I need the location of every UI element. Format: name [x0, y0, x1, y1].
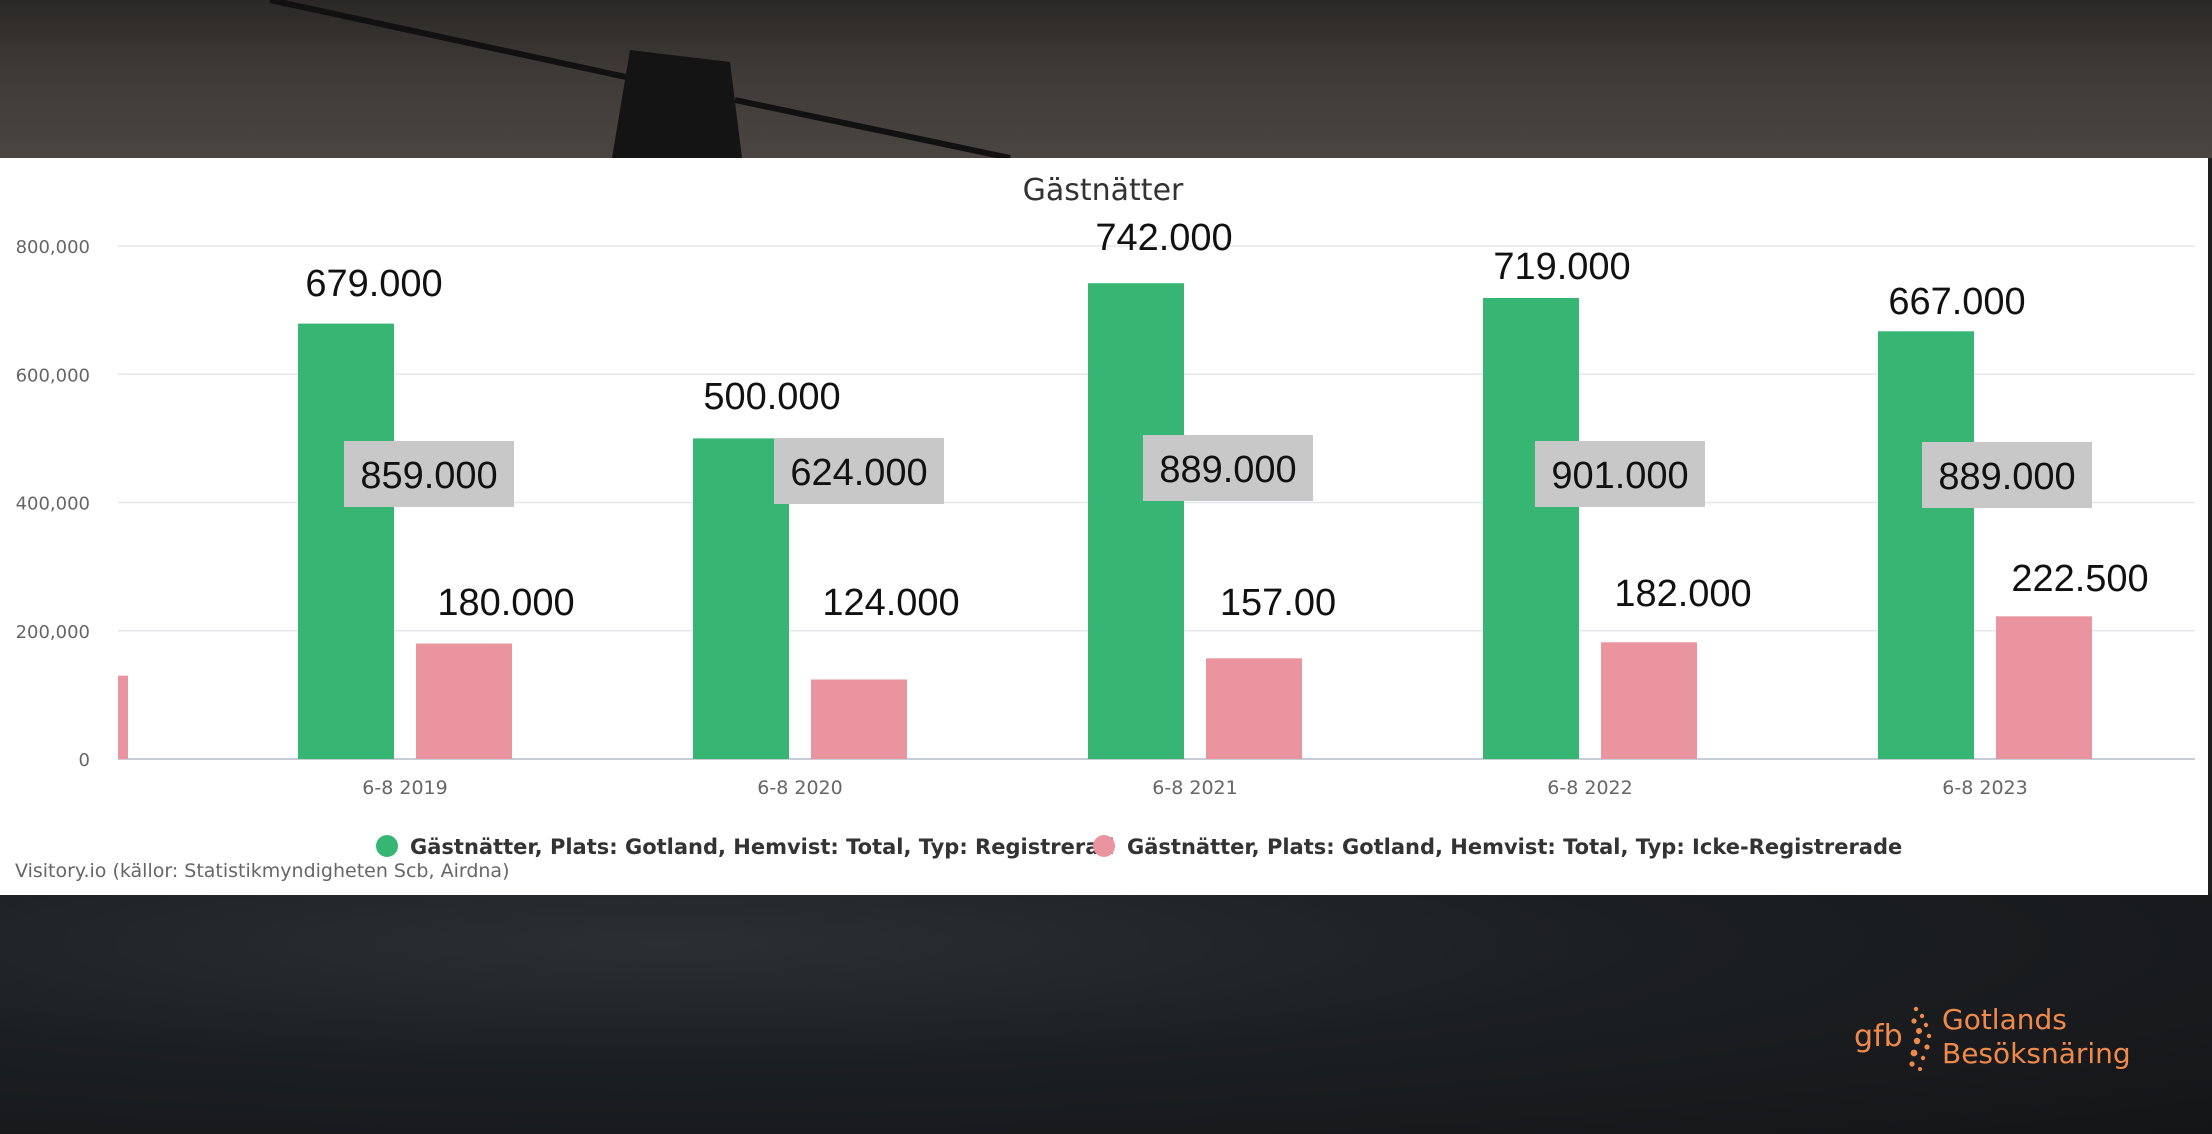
data-label-registrerad: 667.000	[1888, 281, 2025, 323]
bar-icke-registrerade	[1206, 658, 1302, 759]
data-labels: 679.000 500.000 742.000 719.000 667.000 180.0…	[305, 217, 2148, 624]
chart-panel: Gästnätter 0 200,000 400,000 600,000 800,000…	[0, 158, 2208, 895]
legend-label: Gästnätter, Plats: Gotland, Hemvist: Tot…	[410, 835, 1114, 859]
total-box: 624.000	[774, 438, 944, 504]
total-box-label: 889.000	[1938, 456, 2075, 498]
total-box-background	[1535, 441, 1705, 507]
total-box: 859.000	[344, 441, 514, 507]
total-box-label: 624.000	[790, 452, 927, 494]
chart-title: Gästnätter	[1023, 173, 1184, 208]
total-box-background	[344, 441, 514, 507]
lamp-cable-silhouette	[269, 0, 1011, 158]
data-label-registrerad: 500.000	[703, 376, 840, 418]
data-label-icke-registrerade: 182.000	[1614, 573, 1751, 615]
x-tick-label: 6-8 2021	[1152, 777, 1237, 799]
legend-marker	[1093, 835, 1115, 857]
total-box-background	[1143, 435, 1313, 501]
bar-registrerad	[1088, 283, 1184, 759]
x-axis-ticks: 6-8 2019 6-8 2020 6-8 2021 6-8 2022 6-8 2023	[362, 777, 2027, 799]
y-tick-label: 400,000	[16, 494, 90, 515]
total-box-label: 901.000	[1551, 455, 1688, 497]
total-box-background	[774, 438, 944, 504]
x-tick-label: 6-8 2023	[1942, 777, 2027, 799]
bar-icke-registrerade-partial	[118, 675, 128, 759]
logo-line-2: Besöksnäring	[1942, 1037, 2131, 1070]
legend-marker	[376, 835, 398, 857]
total-box-label: 859.000	[360, 455, 497, 497]
bar-icke-registrerade	[1601, 642, 1697, 759]
source-note: Visitory.io (källor: Statistikmyndighete…	[15, 860, 510, 882]
total-box: 901.000	[1535, 441, 1705, 507]
bars	[118, 283, 2092, 759]
bar-icke-registrerade	[416, 643, 512, 759]
bar-registrerad	[693, 438, 789, 759]
y-tick-label: 800,000	[16, 237, 90, 258]
footer-background-photo	[0, 895, 2212, 1134]
data-label-registrerad: 679.000	[305, 263, 442, 305]
logo-mark: gfb	[1854, 1019, 1903, 1054]
total-box-label: 889.000	[1159, 449, 1296, 491]
data-label-icke-registrerade: 222.500	[2011, 558, 2148, 600]
total-box-background	[1922, 442, 2092, 508]
legend-label: Gästnätter, Plats: Gotland, Hemvist: Tot…	[1127, 835, 1902, 859]
gotlands-besoksnaring-logo: gfb Gotlands Besöksnäring	[1852, 1003, 2132, 1075]
data-label-icke-registrerade: 180.000	[437, 582, 574, 624]
header-background-photo	[0, 0, 2212, 158]
y-tick-label: 200,000	[16, 622, 90, 643]
bar-registrerad	[1878, 331, 1974, 759]
total-box: 889.000	[1922, 442, 2092, 508]
bar-chart: Gästnätter 0 200,000 400,000 600,000 800,000…	[16, 173, 2195, 859]
logo-dots-icon	[1909, 1006, 1932, 1071]
bar-registrerad	[1483, 297, 1579, 759]
data-label-registrerad: 742.000	[1095, 217, 1232, 259]
data-label-icke-registrerade: 157.00	[1220, 582, 1336, 624]
x-tick-label: 6-8 2022	[1547, 777, 1632, 799]
y-tick-label: 0	[79, 750, 90, 771]
data-label-icke-registrerade: 124.000	[822, 582, 959, 624]
logo-text: Gotlands Besöksnäring	[1942, 1003, 2131, 1071]
legend: Gästnätter, Plats: Gotland, Hemvist: Tot…	[376, 835, 1902, 859]
y-axis-ticks: 0 200,000 400,000 600,000 800,000	[16, 237, 90, 771]
y-tick-label: 600,000	[16, 365, 90, 386]
logo-line-1: Gotlands	[1942, 1003, 2067, 1036]
total-boxes: 859.000 624.000 889.000 901.000 889.000	[344, 435, 2092, 508]
x-tick-label: 6-8 2020	[757, 777, 842, 799]
bar-registrerad	[298, 323, 394, 759]
bar-icke-registrerade	[1996, 616, 2092, 759]
bar-icke-registrerade	[811, 679, 907, 759]
data-label-registrerad: 719.000	[1493, 246, 1630, 288]
total-box: 889.000	[1143, 435, 1313, 501]
x-tick-label: 6-8 2019	[362, 777, 447, 799]
